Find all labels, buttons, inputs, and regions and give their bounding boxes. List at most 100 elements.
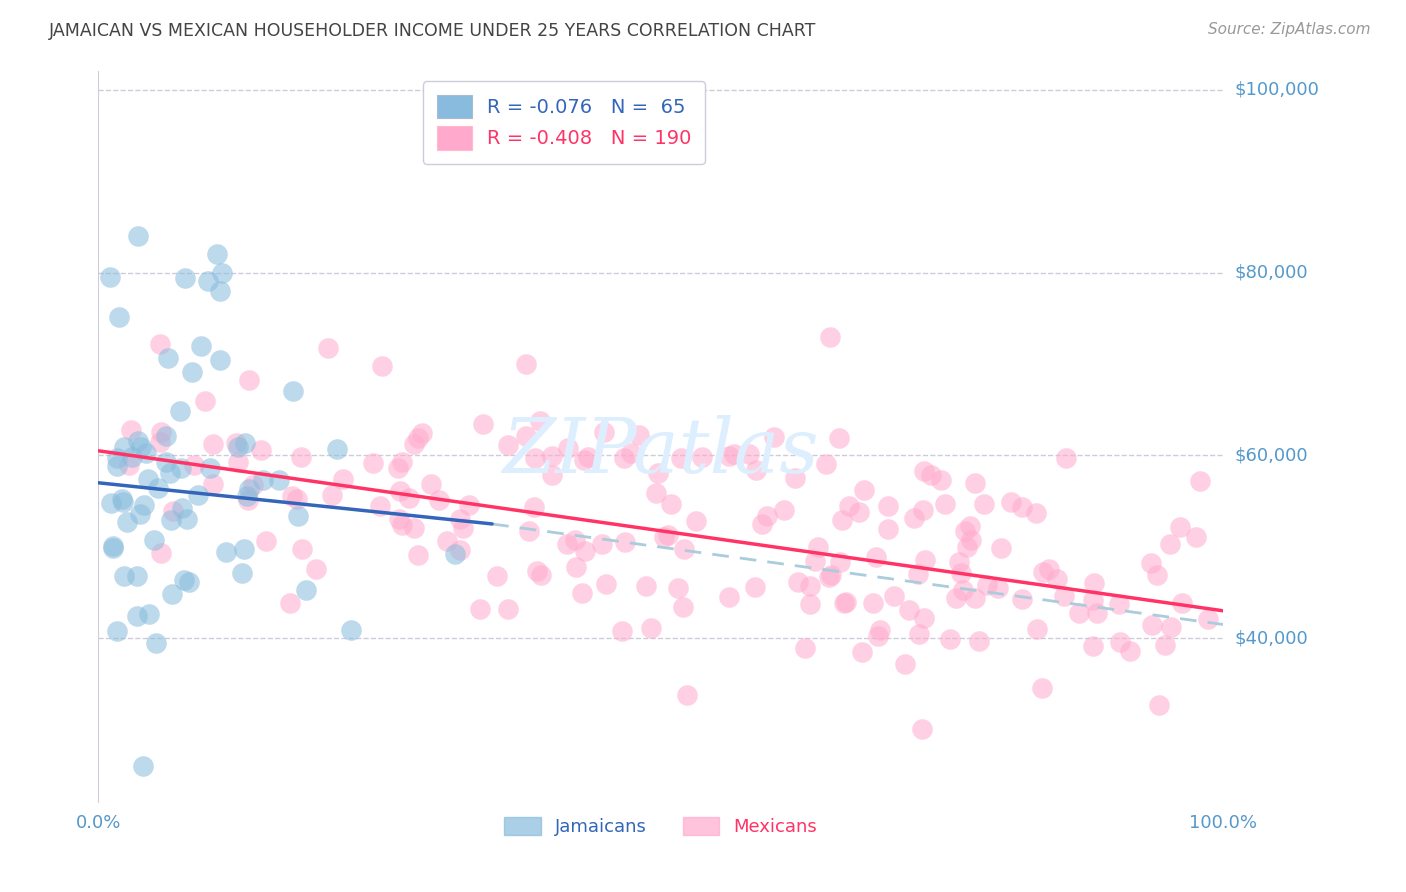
Point <box>673 541 696 556</box>
Point <box>101 541 124 555</box>
Point <box>1083 593 1105 607</box>
Point <box>541 449 564 463</box>
Point <box>125 608 148 623</box>
Point <box>956 540 979 554</box>
Point <box>1011 592 1033 607</box>
Point <box>945 591 967 605</box>
Point <box>155 429 177 443</box>
Point <box>388 511 411 525</box>
Point <box>112 569 135 583</box>
Text: JAMAICAN VS MEXICAN HOUSEHOLDER INCOME UNDER 25 YEARS CORRELATION CHART: JAMAICAN VS MEXICAN HOUSEHOLDER INCOME U… <box>49 22 817 40</box>
Point <box>173 574 195 588</box>
Point <box>368 499 391 513</box>
Point <box>406 432 429 446</box>
Point <box>557 441 579 455</box>
Point <box>135 446 157 460</box>
Point <box>793 640 815 655</box>
Point <box>1025 623 1047 637</box>
Point <box>468 601 491 615</box>
Point <box>1109 634 1132 648</box>
Point <box>200 460 222 475</box>
Point <box>835 595 858 609</box>
Point <box>786 574 808 589</box>
Point <box>815 457 838 471</box>
Point <box>911 722 934 736</box>
Point <box>666 581 689 595</box>
Point <box>976 578 998 592</box>
Point <box>530 567 553 582</box>
Point <box>876 522 898 536</box>
Point <box>690 450 713 464</box>
Point <box>1081 639 1104 653</box>
Point <box>155 455 177 469</box>
Point <box>831 513 853 527</box>
Point <box>287 508 309 523</box>
Point <box>132 498 155 512</box>
Point <box>818 329 841 343</box>
Point <box>628 427 651 442</box>
Point <box>1025 506 1047 520</box>
Point <box>1168 520 1191 534</box>
Point <box>486 569 509 583</box>
Point <box>675 689 697 703</box>
Point <box>1142 617 1164 632</box>
Point <box>1171 597 1194 611</box>
Point <box>574 544 596 558</box>
Point <box>959 533 981 548</box>
Point <box>515 357 537 371</box>
Point <box>371 359 394 373</box>
Point <box>1108 597 1130 611</box>
Point <box>108 310 131 324</box>
Point <box>723 447 745 461</box>
Point <box>652 530 675 544</box>
Point <box>612 624 634 638</box>
Point <box>862 596 884 610</box>
Point <box>115 516 138 530</box>
Point <box>877 499 900 513</box>
Point <box>156 351 179 366</box>
Point <box>250 443 273 458</box>
Point <box>948 555 970 569</box>
Point <box>1031 681 1053 695</box>
Point <box>912 611 935 625</box>
Point <box>398 491 420 505</box>
Point <box>361 456 384 470</box>
Point <box>1038 562 1060 576</box>
Point <box>105 458 128 473</box>
Point <box>830 555 852 569</box>
Point <box>965 476 987 491</box>
Point <box>613 534 636 549</box>
Point <box>517 524 540 538</box>
Point <box>671 451 693 466</box>
Point <box>129 507 152 521</box>
Text: $100,000: $100,000 <box>1234 80 1319 99</box>
Point <box>595 577 617 591</box>
Point <box>952 583 974 598</box>
Point <box>283 384 305 398</box>
Point <box>555 537 578 551</box>
Point <box>1083 575 1105 590</box>
Point <box>332 472 354 486</box>
Point <box>150 546 173 560</box>
Point <box>929 473 952 487</box>
Point <box>187 488 209 502</box>
Point <box>252 473 274 487</box>
Point <box>953 524 976 538</box>
Text: $80,000: $80,000 <box>1234 263 1308 282</box>
Point <box>233 542 256 557</box>
Point <box>111 491 134 506</box>
Point <box>1197 612 1219 626</box>
Point <box>613 451 636 466</box>
Point <box>269 473 291 487</box>
Point <box>973 497 995 511</box>
Point <box>387 461 409 475</box>
Point <box>228 454 250 468</box>
Point <box>832 596 855 610</box>
Point <box>169 404 191 418</box>
Point <box>894 657 917 672</box>
Point <box>717 591 740 605</box>
Point <box>340 623 363 637</box>
Point <box>457 499 479 513</box>
Point <box>112 440 135 454</box>
Point <box>1032 565 1054 579</box>
